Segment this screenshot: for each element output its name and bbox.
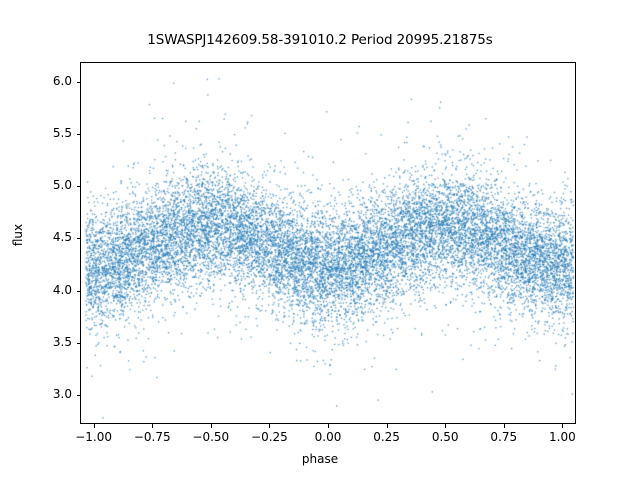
y-tick-mark xyxy=(76,238,80,240)
scatter-plot-points xyxy=(81,63,577,425)
y-tick-label: 3.0 xyxy=(52,386,72,401)
plot-axes xyxy=(80,62,577,425)
x-tick-mark xyxy=(269,424,271,428)
y-tick-mark xyxy=(76,342,80,344)
x-tick-label: 0.00 xyxy=(314,430,342,444)
x-tick-label: −0.25 xyxy=(251,430,288,444)
x-tick-label: 0.25 xyxy=(373,430,400,444)
y-tick-mark xyxy=(76,394,80,396)
y-tick-mark xyxy=(76,186,80,188)
x-tick-mark xyxy=(152,424,154,428)
y-tick-label: 4.5 xyxy=(52,230,72,245)
y-tick-mark xyxy=(76,82,80,84)
x-tick-label: −1.00 xyxy=(75,430,113,444)
x-tick-mark xyxy=(445,424,447,428)
x-tick-label: −0.75 xyxy=(133,430,171,444)
x-tick-mark xyxy=(386,424,388,428)
y-tick-label: 6.0 xyxy=(52,74,72,89)
page-title: 1SWASPJ142609.58-391010.2 Period 20995.2… xyxy=(147,32,493,48)
x-axis-label: phase xyxy=(301,452,339,466)
y-tick-label: 4.0 xyxy=(52,282,72,297)
x-tick-mark xyxy=(503,424,505,428)
x-tick-mark xyxy=(562,424,564,428)
x-tick-mark xyxy=(210,424,212,428)
x-tick-mark xyxy=(328,424,329,428)
x-tick-label: 0.50 xyxy=(431,430,459,444)
x-tick-label: −0.50 xyxy=(192,430,230,444)
y-tick-label: 3.5 xyxy=(52,334,72,349)
y-axis-label: flux xyxy=(11,223,25,247)
y-tick-mark xyxy=(76,290,80,292)
x-tick-label: 1.00 xyxy=(549,430,576,444)
y-tick-label: 5.5 xyxy=(52,126,72,141)
y-tick-label: 5.0 xyxy=(52,178,72,193)
x-tick-label: 0.75 xyxy=(490,430,518,444)
y-tick-mark xyxy=(76,134,80,136)
x-tick-mark xyxy=(93,424,95,428)
y-axis-ticks: 3.0 3.5 4.0 4.5 5.0 5.5 6.0 xyxy=(0,0,72,480)
